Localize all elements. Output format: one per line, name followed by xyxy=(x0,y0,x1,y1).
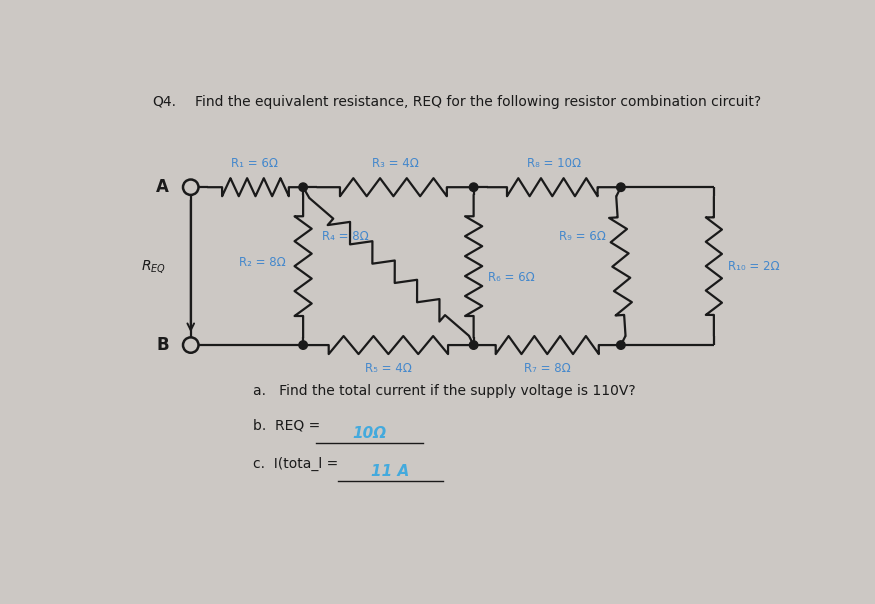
Text: b.  REQ =: b. REQ = xyxy=(253,418,320,432)
Circle shape xyxy=(469,341,478,349)
Text: R₄ = 8Ω: R₄ = 8Ω xyxy=(322,230,369,243)
Text: 10Ω: 10Ω xyxy=(353,426,387,440)
Text: R₁ = 6Ω: R₁ = 6Ω xyxy=(231,157,278,170)
Circle shape xyxy=(617,341,625,349)
Circle shape xyxy=(469,183,478,191)
Text: R₇ = 8Ω: R₇ = 8Ω xyxy=(524,362,570,375)
Circle shape xyxy=(617,183,625,191)
Text: R₆ = 6Ω: R₆ = 6Ω xyxy=(487,271,535,284)
Text: c.  I(tota_l =: c. I(tota_l = xyxy=(253,457,338,471)
Text: R₃ = 4Ω: R₃ = 4Ω xyxy=(372,157,419,170)
Text: a.   Find the total current if the supply voltage is 110V?: a. Find the total current if the supply … xyxy=(253,384,635,397)
Text: B: B xyxy=(157,336,169,354)
Circle shape xyxy=(299,183,307,191)
Text: Q4.: Q4. xyxy=(152,95,176,109)
Text: R₂ = 8Ω: R₂ = 8Ω xyxy=(240,255,286,269)
Text: $R_{EQ}$: $R_{EQ}$ xyxy=(141,258,166,275)
Text: R₉ = 6Ω: R₉ = 6Ω xyxy=(559,230,606,243)
Circle shape xyxy=(299,341,307,349)
Text: A: A xyxy=(156,178,169,196)
Text: R₁₀ = 2Ω: R₁₀ = 2Ω xyxy=(728,260,780,272)
Text: R₈ = 10Ω: R₈ = 10Ω xyxy=(527,157,581,170)
Text: 11 A: 11 A xyxy=(371,464,410,479)
Text: R₅ = 4Ω: R₅ = 4Ω xyxy=(365,362,412,375)
Text: Find the equivalent resistance, REQ for the following resistor combination circu: Find the equivalent resistance, REQ for … xyxy=(194,95,760,109)
